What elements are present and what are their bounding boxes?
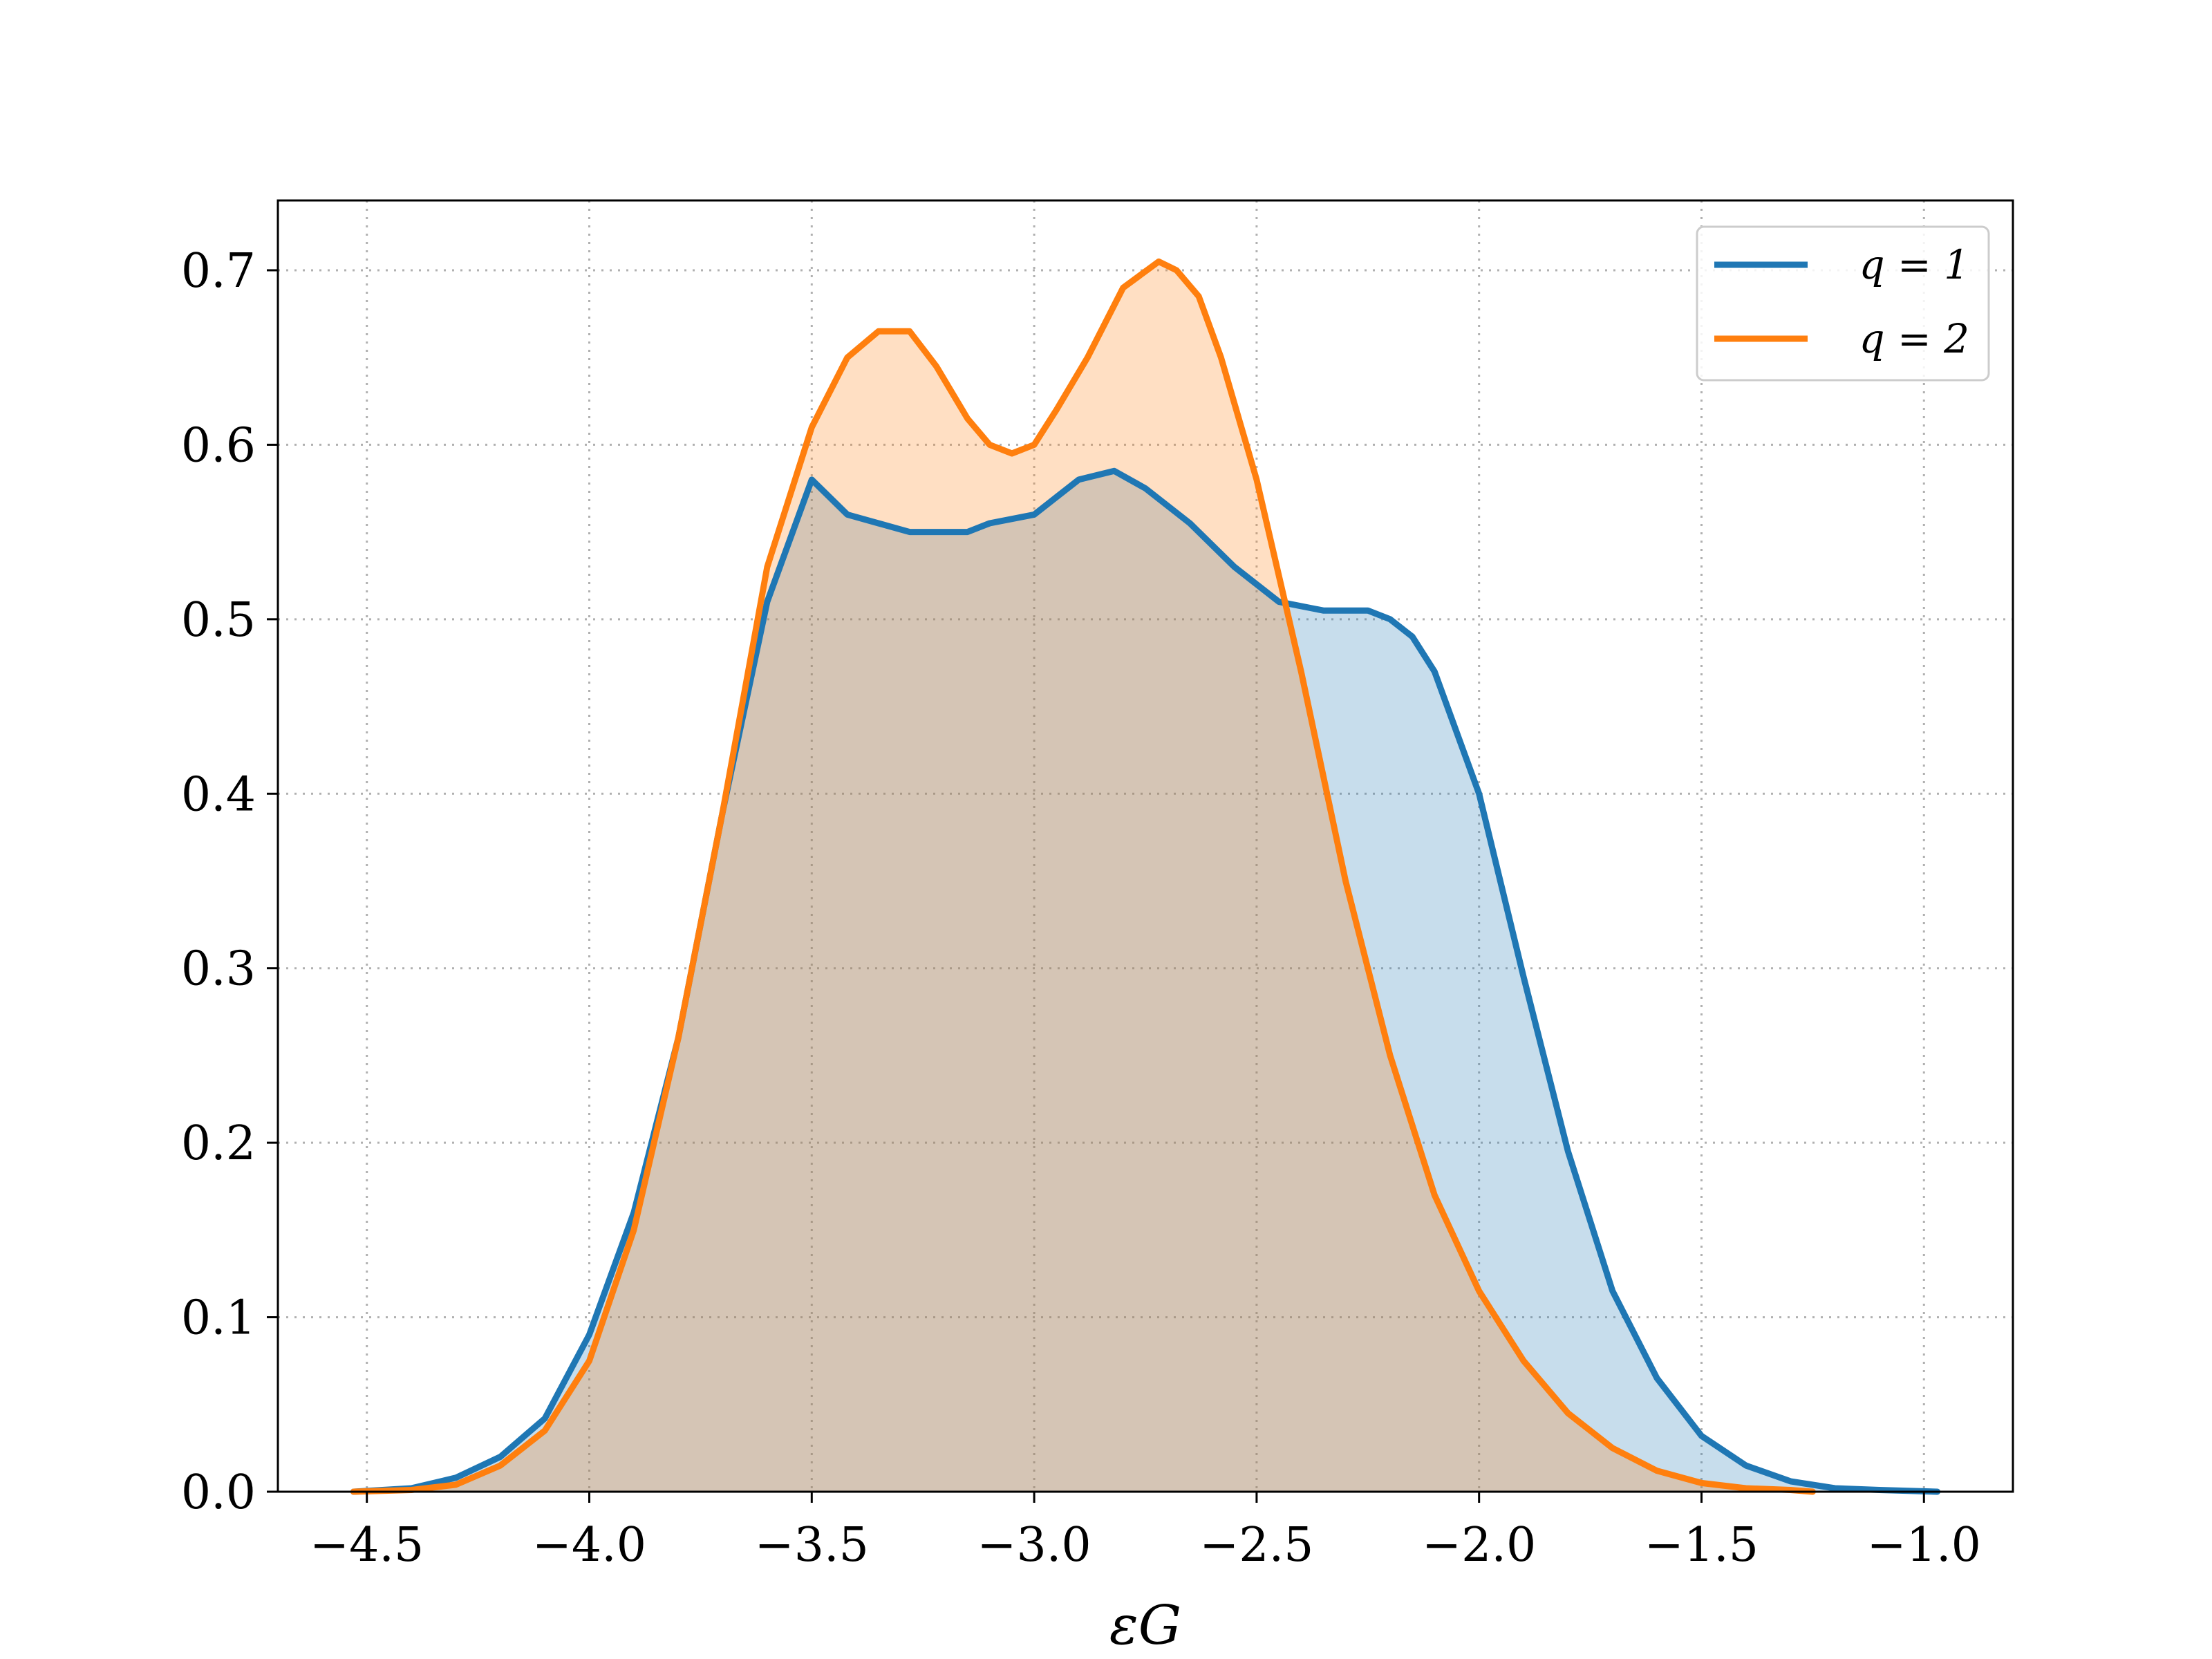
x-tick-label-3: −3.0 bbox=[977, 1518, 1091, 1573]
y-tick-label-4: 0.4 bbox=[181, 767, 256, 822]
series-fill-2 bbox=[353, 261, 1813, 1492]
x-tick-label-0: −4.5 bbox=[310, 1518, 424, 1573]
legend-label-2: q = 2 bbox=[1859, 315, 1970, 362]
series-fill-1 bbox=[353, 471, 1938, 1492]
series-fills bbox=[353, 261, 1938, 1492]
x-tick-label-1: −4.0 bbox=[532, 1518, 646, 1573]
x-tick-label-4: −2.5 bbox=[1199, 1518, 1313, 1573]
x-tick-label-5: −2.0 bbox=[1422, 1518, 1536, 1573]
x-axis-label: εG bbox=[1109, 1595, 1181, 1657]
y-tick-label-3: 0.3 bbox=[181, 942, 256, 997]
legend: q = 1 q = 2 bbox=[1696, 225, 1990, 382]
x-axis-ticks: −4.5 −4.0 −3.5 −3.0 −2.5 −2.0 −1.5 −1.0 bbox=[310, 1492, 1981, 1573]
plot-area-frame bbox=[276, 199, 2014, 1493]
legend-label-1: q = 1 bbox=[1859, 241, 1970, 288]
series-line-2 bbox=[350, 258, 1816, 1495]
x-tick-label-6: −1.5 bbox=[1644, 1518, 1759, 1573]
y-tick-label-5: 0.5 bbox=[181, 593, 256, 648]
x-tick-label-7: −1.0 bbox=[1867, 1518, 1981, 1573]
y-tick-label-0: 0.0 bbox=[181, 1465, 256, 1520]
x-tick-label-2: −3.5 bbox=[755, 1518, 869, 1573]
y-tick-label-6: 0.6 bbox=[181, 418, 256, 473]
y-axis-ticks: 0.0 0.1 0.2 0.3 0.4 0.5 0.6 0.7 bbox=[181, 244, 278, 1520]
y-tick-label-7: 0.7 bbox=[181, 244, 256, 299]
series-lines bbox=[350, 258, 1941, 1495]
y-tick-label-1: 0.1 bbox=[181, 1291, 256, 1346]
y-tick-label-2: 0.2 bbox=[181, 1116, 256, 1171]
